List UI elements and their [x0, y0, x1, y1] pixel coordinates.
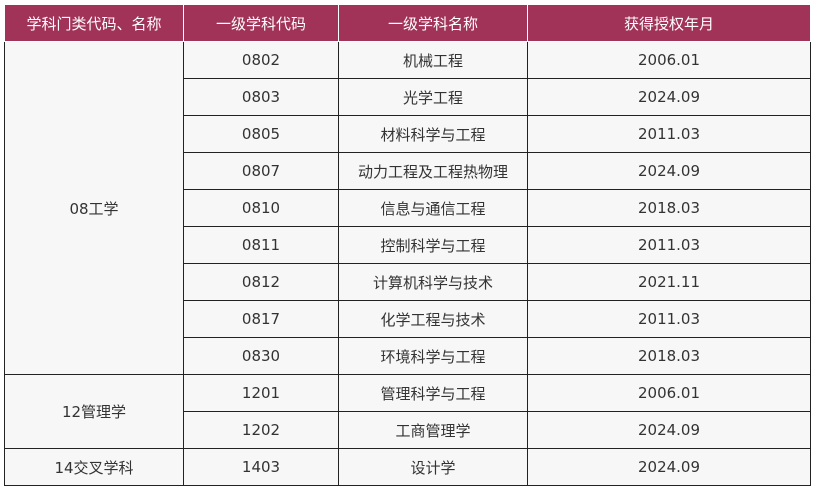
table-row: 0807 动力工程及工程热物理 2024.09 — [5, 152, 811, 190]
date-cell: 2011.03 — [527, 226, 811, 264]
date-cell: 2018.03 — [527, 337, 811, 375]
table-row: 12管理学 1201 管理科学与工程 2006.01 — [4, 374, 811, 449]
code-cell: 0805 — [183, 115, 339, 153]
name-cell: 材料科学与工程 — [338, 115, 528, 153]
name-cell: 化学工程与技术 — [338, 300, 528, 338]
table-row: 1202 工商管理学 2024.09 — [5, 411, 811, 449]
name-cell: 控制科学与工程 — [338, 226, 528, 264]
name-cell: 工商管理学 — [338, 411, 528, 449]
date-cell: 2011.03 — [527, 300, 811, 338]
code-cell: 1202 — [183, 411, 339, 449]
name-cell: 动力工程及工程热物理 — [338, 152, 528, 190]
table-row: 0812 计算机科学与技术 2021.11 — [5, 263, 811, 301]
header-row: 学科门类代码、名称 一级学科代码 一级学科名称 获得授权年月 — [4, 4, 811, 42]
table-row: 0830 环境科学与工程 2018.03 — [5, 337, 811, 375]
discipline-table: 学科门类代码、名称 一级学科代码 一级学科名称 获得授权年月 08工学 0802… — [4, 4, 811, 486]
name-cell: 机械工程 — [338, 41, 528, 79]
date-cell: 2021.11 — [527, 263, 811, 301]
date-cell: 2011.03 — [527, 115, 811, 153]
code-cell: 0812 — [183, 263, 339, 301]
date-cell: 2006.01 — [527, 41, 811, 79]
date-cell: 2024.09 — [527, 78, 811, 116]
name-cell: 设计学 — [338, 448, 528, 486]
code-cell: 0802 — [183, 41, 339, 79]
category-cell: 14交叉学科 — [4, 448, 184, 486]
table-row: 0811 控制科学与工程 2011.03 — [5, 226, 811, 264]
code-cell: 1403 — [183, 448, 339, 486]
category-cell: 08工学 — [4, 41, 184, 375]
date-cell: 2024.09 — [527, 448, 811, 486]
header-date: 获得授权年月 — [527, 4, 811, 42]
date-cell: 2024.09 — [527, 411, 811, 449]
category-cell: 12管理学 — [4, 374, 184, 449]
name-cell: 信息与通信工程 — [338, 189, 528, 227]
code-cell: 1201 — [183, 374, 339, 412]
table-row: 14交叉学科 1403 设计学 2024.09 — [4, 448, 811, 486]
date-cell: 2018.03 — [527, 189, 811, 227]
name-cell: 计算机科学与技术 — [338, 263, 528, 301]
table-row: 08工学 0802 机械工程 2006.01 — [4, 41, 811, 375]
header-code: 一级学科代码 — [183, 4, 339, 42]
code-cell: 0830 — [183, 337, 339, 375]
header-name: 一级学科名称 — [338, 4, 528, 42]
name-cell: 环境科学与工程 — [338, 337, 528, 375]
table-row: 0803 光学工程 2024.09 — [5, 78, 811, 116]
name-cell: 光学工程 — [338, 78, 528, 116]
table-row: 0817 化学工程与技术 2011.03 — [5, 300, 811, 338]
table-header: 学科门类代码、名称 一级学科代码 一级学科名称 获得授权年月 — [4, 4, 811, 42]
code-cell: 0803 — [183, 78, 339, 116]
code-cell: 0811 — [183, 226, 339, 264]
table-body: 08工学 0802 机械工程 2006.01 0803 光学工程 2024.09… — [4, 41, 811, 486]
name-cell: 管理科学与工程 — [338, 374, 528, 412]
table-row: 0805 材料科学与工程 2011.03 — [5, 115, 811, 153]
date-cell: 2006.01 — [527, 374, 811, 412]
table-row: 0810 信息与通信工程 2018.03 — [5, 189, 811, 227]
code-cell: 0810 — [183, 189, 339, 227]
header-category: 学科门类代码、名称 — [4, 4, 184, 42]
code-cell: 0807 — [183, 152, 339, 190]
code-cell: 0817 — [183, 300, 339, 338]
date-cell: 2024.09 — [527, 152, 811, 190]
